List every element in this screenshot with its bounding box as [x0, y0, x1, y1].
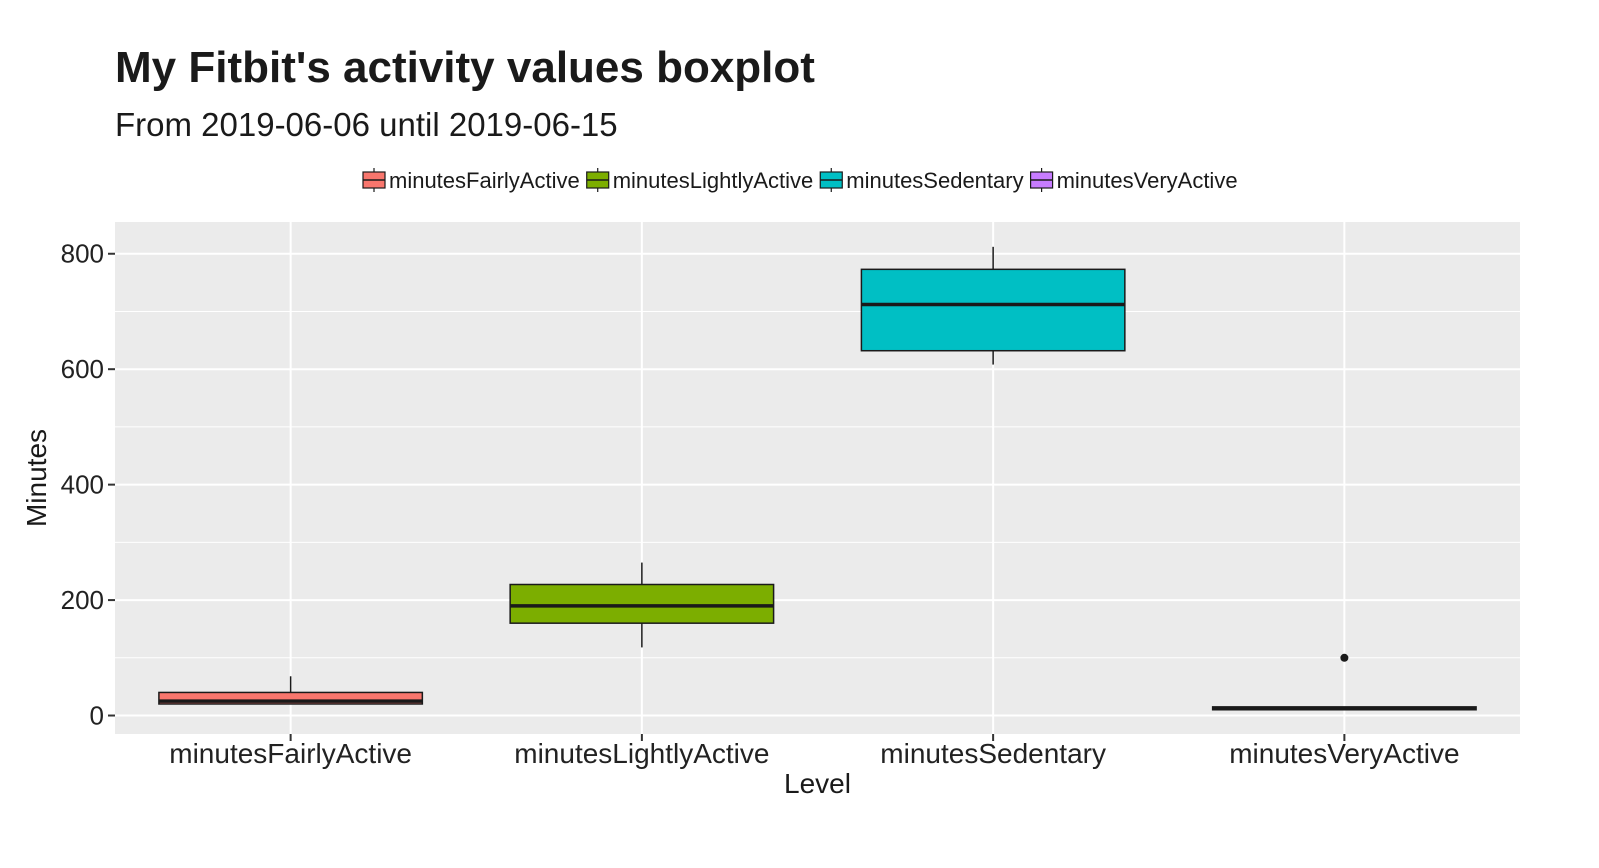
legend-label: minutesSedentary: [846, 168, 1023, 193]
x-tick-label: minutesSedentary: [880, 738, 1106, 769]
y-tick-label: 400: [61, 470, 104, 500]
box-minutesFairlyActive: [158, 676, 424, 705]
box-minutesVeryActive: [1211, 653, 1477, 711]
legend-key: [362, 168, 386, 192]
x-tick-label: minutesFairlyActive: [169, 738, 412, 769]
y-tick-label: 800: [61, 239, 104, 269]
box-iqr: [509, 583, 775, 624]
x-axis: minutesFairlyActive minutesLightlyActive m…: [169, 734, 1460, 769]
x-tick-label: minutesVeryActive: [1229, 738, 1459, 769]
y-axis: 0 200 400 600 800: [61, 239, 115, 731]
legend-key: [819, 168, 843, 192]
outlier-point: [1340, 653, 1349, 662]
y-tick-label: 0: [90, 701, 104, 731]
legend-label: minutesVeryActive: [1057, 168, 1238, 193]
plot-panel: [115, 222, 1520, 734]
y-tick-label: 600: [61, 354, 104, 384]
x-tick-label: minutesLightlyActive: [514, 738, 769, 769]
chart-subtitle: From 2019-06-06 until 2019-06-15: [115, 106, 618, 143]
boxes: [158, 246, 1477, 711]
chart-title: My Fitbit's activity values boxplot: [115, 43, 815, 92]
box-iqr: [158, 691, 424, 705]
box-minutesLightlyActive: [509, 562, 775, 648]
x-axis-label: Level: [784, 768, 851, 799]
legend-item: minutesFairlyActive: [362, 168, 580, 193]
y-tick-label: 200: [61, 585, 104, 615]
box-minutesSedentary: [860, 246, 1126, 365]
legend-item: minutesSedentary: [819, 168, 1024, 193]
legend-key: [586, 168, 610, 192]
box-iqr: [860, 268, 1126, 352]
grid: [115, 222, 1520, 734]
legend-label: minutesFairlyActive: [389, 168, 580, 193]
y-axis-label: Minutes: [21, 429, 52, 527]
legend-label: minutesLightlyActive: [613, 168, 814, 193]
legend-item: minutesVeryActive: [1029, 168, 1238, 193]
legend: minutesFairlyActive minutesLightlyActive m…: [362, 168, 1238, 193]
legend-item: minutesLightlyActive: [586, 168, 814, 193]
legend-key: [1029, 168, 1054, 192]
